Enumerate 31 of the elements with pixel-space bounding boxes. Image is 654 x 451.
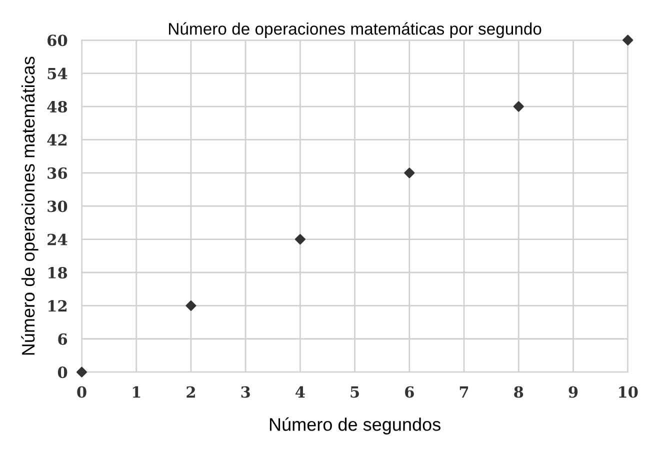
y-tick-label: 6 (58, 333, 68, 345)
point (186, 300, 196, 311)
point (294, 234, 306, 245)
x-tick-label: 7 (460, 386, 468, 398)
x-tick-label: 0 (77, 386, 86, 398)
y-tick-label: 36 (48, 167, 68, 179)
x-axis-title: Número de segundos (270, 417, 440, 434)
y-tick-label: 0 (58, 366, 68, 378)
y-tick-label: 18 (48, 266, 68, 279)
y-tick-label: 12 (48, 300, 66, 312)
y-axis-title: Número de operaciones matemáticas (21, 56, 38, 355)
x-tick-label: 1 (132, 386, 140, 398)
y-tick-label: 24 (48, 234, 68, 246)
y-tick-label: 30 (48, 200, 68, 212)
x-tick-label: 9 (568, 386, 578, 398)
x-tick-label: 2 (186, 386, 195, 398)
x-tick-label: 6 (405, 386, 414, 398)
y-tick-label: 60 (48, 34, 68, 46)
point (404, 168, 415, 178)
y-tick-label: 42 (47, 134, 66, 146)
x-tick-label: 5 (350, 386, 359, 398)
point (76, 366, 88, 378)
y-tick-label: 48 (47, 100, 68, 113)
y-tick-label: 54 (48, 68, 68, 80)
point (622, 34, 634, 46)
x-tick-label: 4 (296, 386, 305, 398)
x-tick-label: 10 (619, 386, 638, 398)
x-tick-label: 8 (514, 386, 524, 398)
x-tick-label: 3 (241, 386, 250, 398)
chart-title: Número de operaciones matemáticas por segundo (169, 22, 542, 38)
point (513, 101, 524, 112)
